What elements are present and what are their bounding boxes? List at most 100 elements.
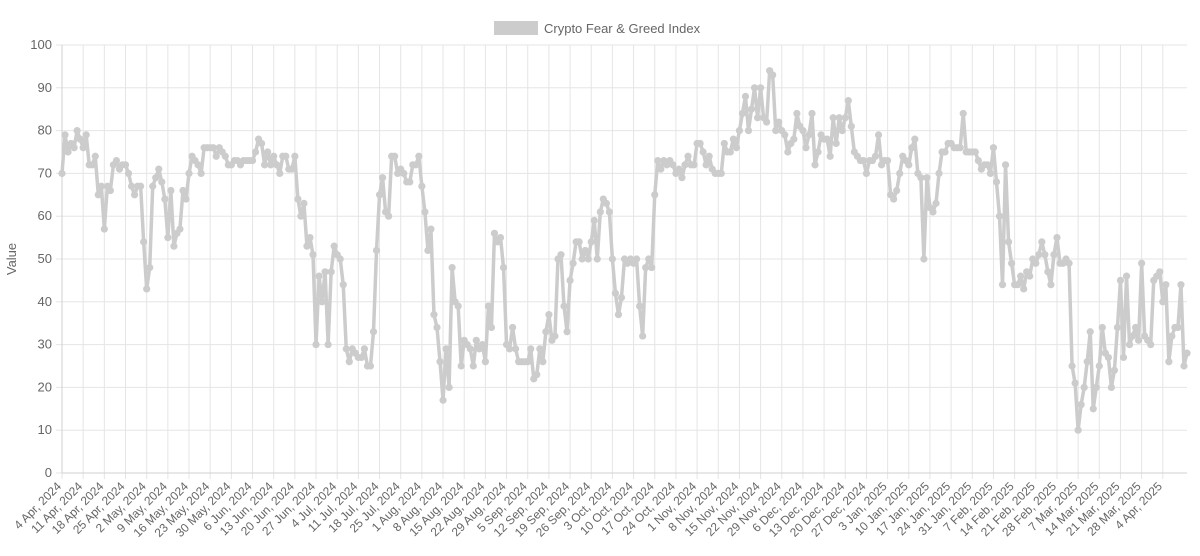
data-point[interactable]	[342, 345, 350, 353]
data-point[interactable]	[874, 131, 883, 139]
data-point[interactable]	[566, 276, 574, 284]
data-point[interactable]	[675, 165, 683, 173]
data-point[interactable]	[669, 161, 677, 169]
data-point[interactable]	[366, 362, 375, 370]
data-point[interactable]	[127, 182, 136, 190]
data-point[interactable]	[1131, 323, 1140, 332]
data-point[interactable]	[58, 169, 66, 177]
data-point[interactable]	[639, 332, 647, 340]
data-point[interactable]	[478, 341, 486, 349]
data-point[interactable]	[998, 281, 1007, 289]
data-point[interactable]	[941, 148, 949, 156]
data-point[interactable]	[729, 135, 737, 143]
data-point[interactable]	[654, 156, 662, 165]
data-point[interactable]	[505, 345, 514, 353]
data-point[interactable]	[270, 152, 278, 160]
data-point[interactable]	[466, 345, 474, 353]
data-point[interactable]	[593, 255, 601, 263]
data-point[interactable]	[499, 263, 508, 272]
data-point[interactable]	[496, 234, 505, 242]
data-point[interactable]	[345, 358, 353, 366]
data-point[interactable]	[454, 302, 462, 310]
data-point[interactable]	[412, 161, 420, 169]
data-point[interactable]	[699, 148, 707, 156]
data-point[interactable]	[1008, 259, 1016, 267]
data-point[interactable]	[1180, 362, 1188, 370]
data-point[interactable]	[484, 302, 493, 310]
data-point[interactable]	[152, 174, 160, 182]
data-point[interactable]	[321, 268, 329, 276]
data-point[interactable]	[469, 362, 477, 370]
data-point[interactable]	[372, 246, 381, 255]
data-point[interactable]	[838, 127, 846, 135]
data-point[interactable]	[261, 161, 269, 169]
data-point[interactable]	[70, 144, 78, 152]
data-point[interactable]	[756, 84, 765, 92]
data-point[interactable]	[890, 195, 898, 203]
data-point[interactable]	[1083, 358, 1091, 366]
data-point[interactable]	[1050, 251, 1058, 259]
data-point[interactable]	[1086, 328, 1094, 336]
data-point[interactable]	[545, 311, 553, 319]
data-point[interactable]	[587, 238, 595, 246]
data-point[interactable]	[258, 139, 266, 148]
data-point[interactable]	[908, 144, 916, 152]
data-point[interactable]	[536, 345, 544, 353]
data-point[interactable]	[524, 358, 532, 366]
data-point[interactable]	[590, 216, 598, 225]
data-point[interactable]	[1065, 259, 1073, 267]
data-point[interactable]	[1035, 251, 1043, 259]
data-point[interactable]	[935, 169, 943, 177]
data-point[interactable]	[1032, 259, 1040, 267]
data-point[interactable]	[1080, 383, 1088, 391]
data-point[interactable]	[327, 268, 335, 276]
data-point[interactable]	[248, 156, 257, 165]
data-point[interactable]	[418, 182, 426, 190]
data-point[interactable]	[684, 152, 692, 160]
data-point[interactable]	[436, 358, 444, 366]
data-point[interactable]	[986, 169, 995, 177]
data-point[interactable]	[808, 109, 816, 118]
data-point[interactable]	[288, 165, 296, 173]
data-point[interactable]	[82, 131, 90, 139]
data-point[interactable]	[1017, 272, 1025, 280]
data-point[interactable]	[64, 148, 72, 156]
data-point[interactable]	[357, 353, 365, 362]
data-point[interactable]	[94, 191, 102, 199]
data-point[interactable]	[847, 122, 855, 130]
data-point[interactable]	[578, 255, 586, 263]
data-point[interactable]	[273, 161, 281, 169]
data-point[interactable]	[445, 383, 453, 391]
data-point[interactable]	[1110, 366, 1119, 374]
data-point[interactable]	[651, 191, 659, 199]
data-point[interactable]	[581, 246, 589, 255]
data-point[interactable]	[197, 169, 205, 177]
data-point[interactable]	[799, 127, 807, 135]
data-point[interactable]	[264, 148, 272, 156]
data-point[interactable]	[989, 144, 998, 152]
data-point[interactable]	[297, 212, 305, 220]
data-point[interactable]	[726, 148, 734, 156]
data-point[interactable]	[596, 208, 604, 216]
data-point[interactable]	[750, 84, 759, 92]
data-point[interactable]	[294, 195, 302, 203]
data-point[interactable]	[1047, 281, 1055, 289]
data-point[interactable]	[1168, 332, 1176, 340]
data-point[interactable]	[717, 169, 725, 177]
data-point[interactable]	[209, 144, 217, 152]
data-point[interactable]	[106, 186, 114, 195]
data-point[interactable]	[472, 336, 480, 344]
data-point[interactable]	[487, 323, 496, 332]
data-point[interactable]	[896, 169, 904, 177]
data-point[interactable]	[602, 199, 610, 207]
data-point[interactable]	[841, 114, 849, 122]
data-point[interactable]	[1074, 426, 1082, 434]
data-point[interactable]	[336, 255, 344, 263]
data-point[interactable]	[1095, 362, 1103, 370]
data-point[interactable]	[185, 169, 193, 177]
data-point[interactable]	[614, 311, 623, 319]
data-point[interactable]	[439, 396, 447, 404]
data-point[interactable]	[1001, 161, 1010, 169]
data-point[interactable]	[1026, 272, 1034, 280]
data-point[interactable]	[318, 298, 326, 306]
